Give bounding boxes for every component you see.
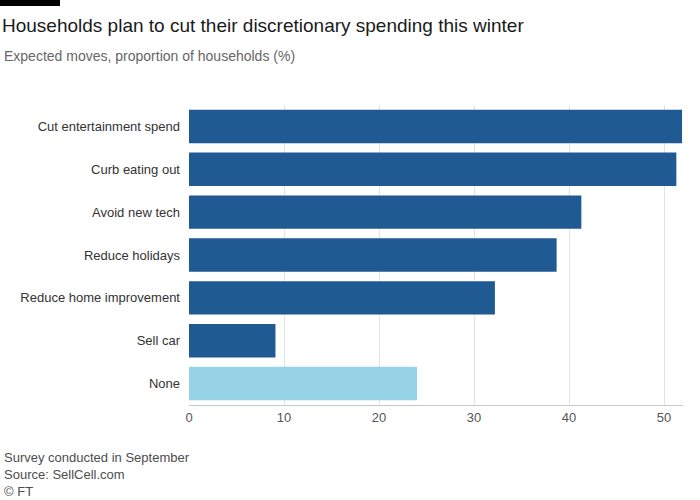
svg-text:50: 50: [657, 410, 671, 425]
svg-text:Avoid new tech: Avoid new tech: [92, 205, 180, 220]
svg-text:0: 0: [185, 410, 192, 425]
svg-text:Cut entertainment spend: Cut entertainment spend: [38, 119, 180, 134]
svg-text:Reduce holidays: Reduce holidays: [84, 248, 181, 263]
svg-text:Sell car: Sell car: [137, 333, 181, 348]
svg-text:40: 40: [562, 410, 576, 425]
svg-text:© FT: © FT: [4, 484, 33, 499]
svg-text:30: 30: [467, 410, 481, 425]
svg-text:Source: SellCell.com: Source: SellCell.com: [4, 467, 125, 482]
svg-text:Reduce home improvement: Reduce home improvement: [20, 290, 180, 305]
svg-text:Curb eating out: Curb eating out: [91, 162, 180, 177]
svg-text:Survey conducted in September: Survey conducted in September: [4, 450, 190, 465]
svg-text:20: 20: [372, 410, 386, 425]
svg-text:None: None: [149, 376, 180, 391]
svg-text:Households plan to cut their d: Households plan to cut their discretiona…: [2, 15, 524, 36]
svg-text:10: 10: [277, 410, 291, 425]
svg-text:Expected moves, proportion of: Expected moves, proportion of households…: [4, 48, 295, 64]
